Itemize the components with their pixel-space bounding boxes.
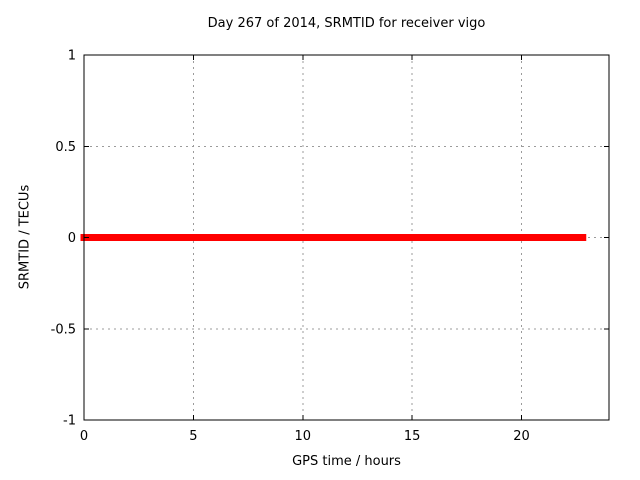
- chart-title: Day 267 of 2014, SRMTID for receiver vig…: [207, 16, 486, 31]
- y-tick-label: -0.5: [51, 322, 76, 337]
- y-tick-label: 0: [68, 231, 76, 246]
- x-tick-label: 5: [189, 429, 197, 444]
- y-tick-label: -1: [63, 414, 76, 429]
- x-tick-label: 20: [513, 429, 530, 444]
- x-tick-label: 15: [404, 429, 421, 444]
- x-axis-label: GPS time / hours: [292, 454, 401, 469]
- y-tick-label: 0.5: [55, 140, 76, 155]
- x-tick-label: 0: [80, 429, 88, 444]
- y-axis-label: SRMTID / TECUs: [17, 184, 33, 290]
- x-tick-label: 10: [294, 429, 311, 444]
- y-tick-label: 1: [68, 49, 76, 64]
